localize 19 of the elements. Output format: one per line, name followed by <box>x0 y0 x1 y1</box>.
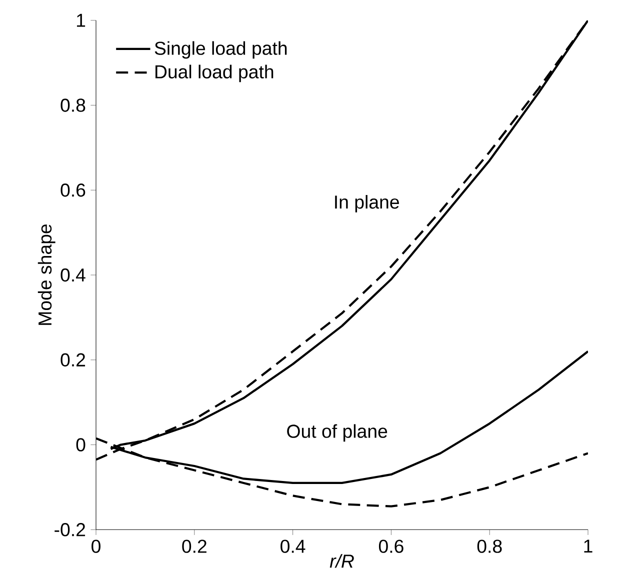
x-tick-label: 0.4 <box>280 540 306 553</box>
y-tick-label: 0.8 <box>60 98 86 112</box>
x-tick-label: 0 <box>92 540 100 553</box>
y-tick-label: 0.6 <box>60 183 86 197</box>
y-axis-title: Mode shape <box>38 224 56 325</box>
x-axis-title: r/R <box>330 554 354 568</box>
annotation: In plane <box>335 194 399 212</box>
y-tick-label: 1 <box>76 14 86 27</box>
x-tick-label: 0.8 <box>477 540 502 553</box>
legend-label: Dual load path <box>156 64 274 82</box>
x-tick-label: 0.2 <box>182 540 206 553</box>
annotation: Out of plane <box>287 424 388 442</box>
x-tick-label: 1 <box>584 540 592 553</box>
x-tick-label: 0.6 <box>378 540 404 553</box>
y-tick-label: 0.4 <box>60 268 86 282</box>
y-tick-label: -0.2 <box>54 523 86 536</box>
legend-label: Single load path <box>154 41 287 59</box>
y-tick-label: 0 <box>76 438 86 452</box>
y-tick-label: 0.2 <box>60 353 86 367</box>
